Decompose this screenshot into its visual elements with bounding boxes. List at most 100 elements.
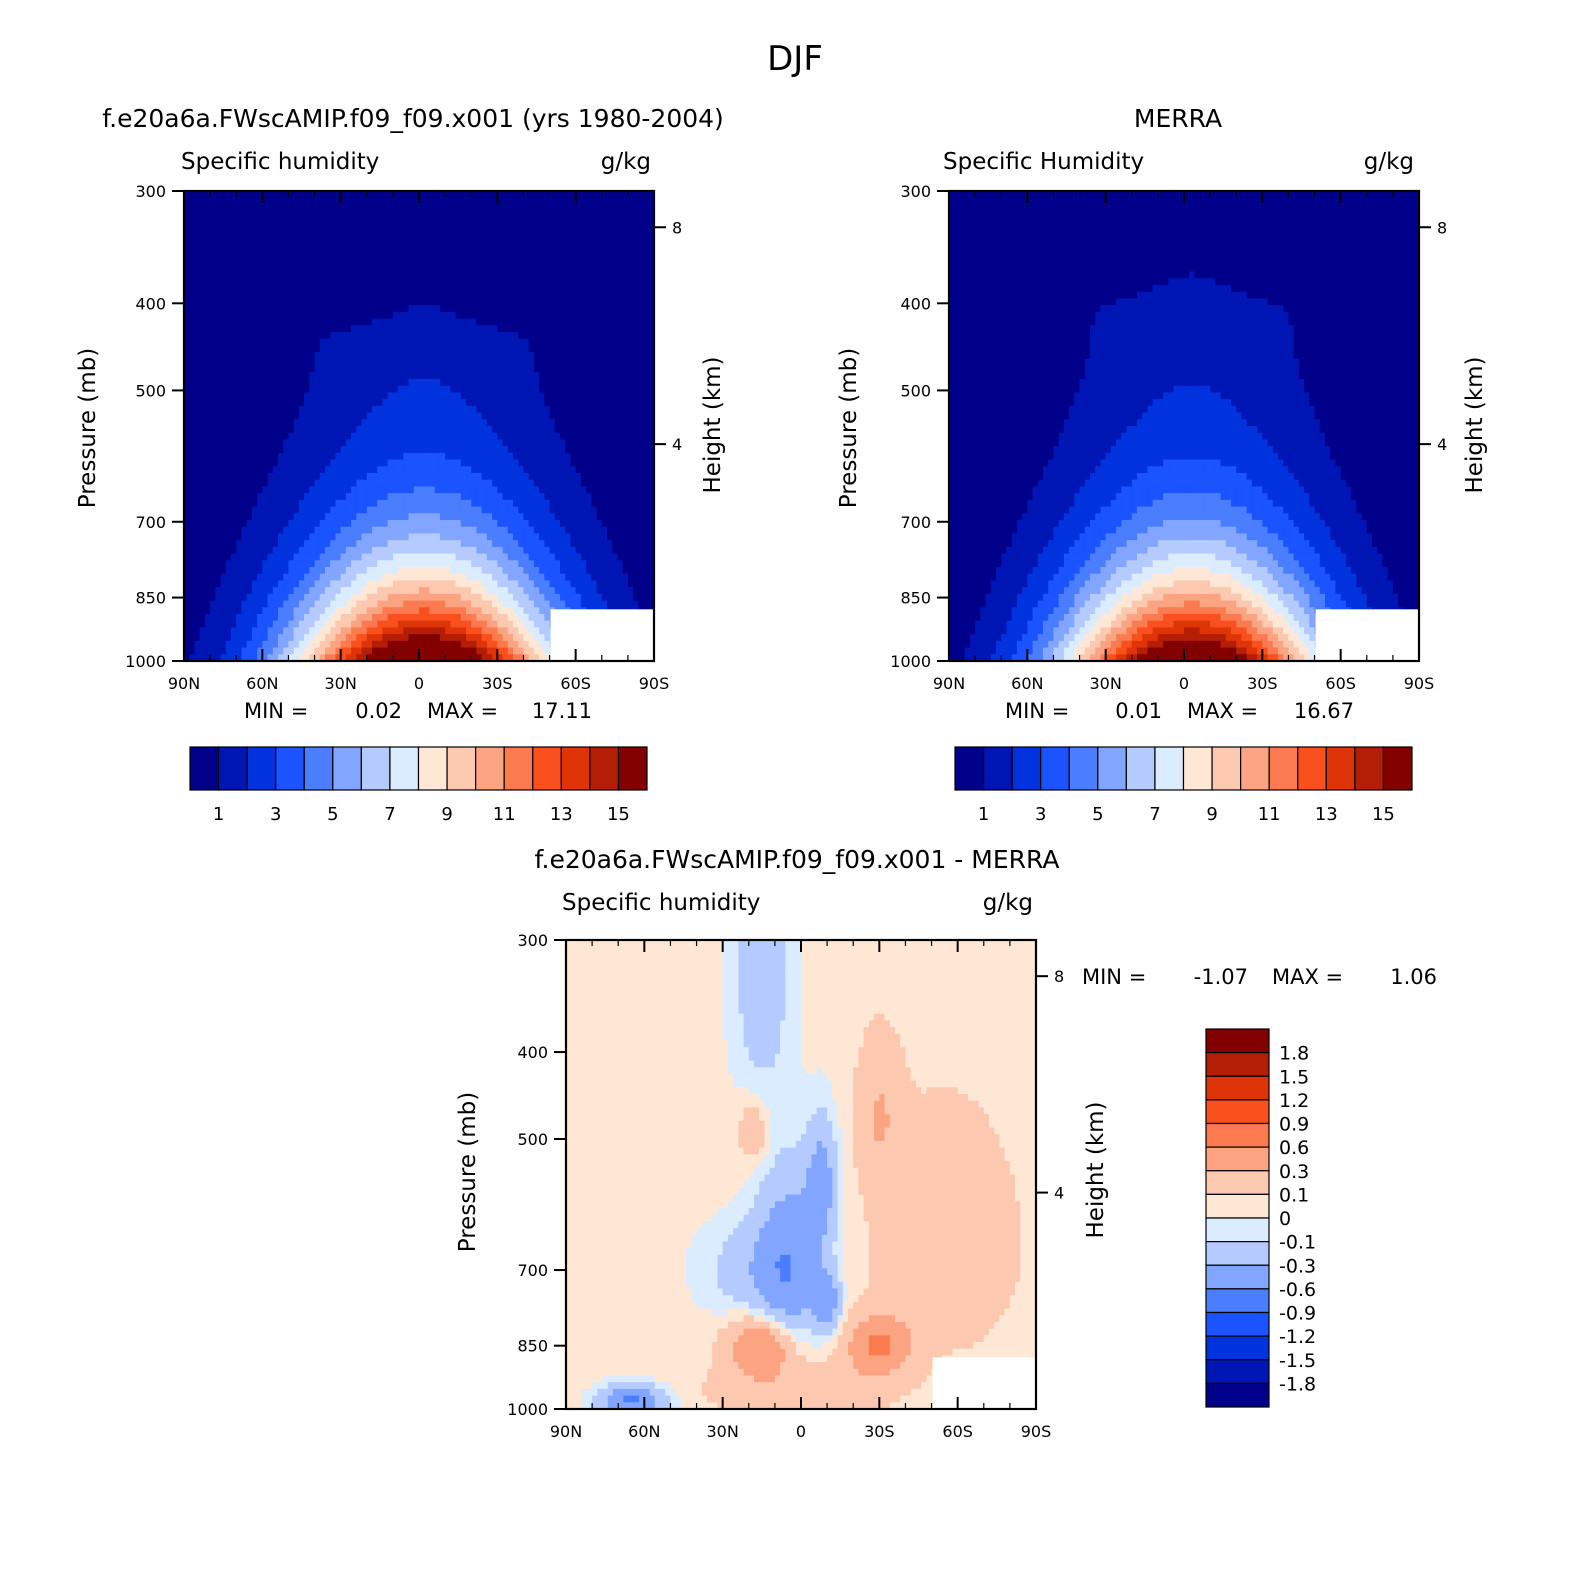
field-cell — [367, 473, 373, 480]
field-cell — [309, 231, 315, 238]
field-cell — [320, 258, 326, 265]
field-cell — [215, 419, 221, 426]
field-cell — [409, 339, 415, 346]
field-cell — [194, 265, 200, 272]
field-cell — [529, 392, 535, 399]
field-cell — [226, 413, 232, 420]
field-cell — [523, 298, 529, 305]
field-cell — [382, 480, 388, 487]
field-cell — [544, 251, 550, 258]
field-cell — [294, 460, 300, 467]
field-cell — [388, 292, 394, 299]
field-cell — [565, 298, 571, 305]
field-cell — [226, 366, 232, 373]
field-cell — [487, 419, 493, 426]
field-cell — [325, 305, 331, 312]
field-cell — [388, 392, 394, 399]
field-cell — [445, 493, 451, 500]
field-cell — [309, 258, 315, 265]
field-cell — [398, 245, 404, 252]
field-cell — [560, 399, 566, 406]
field-cell — [288, 272, 294, 279]
field-cell — [482, 554, 488, 561]
field-cell — [382, 433, 388, 440]
field-cell — [440, 547, 446, 554]
field-cell — [236, 325, 242, 332]
field-cell — [377, 513, 383, 520]
field-cell — [273, 198, 279, 205]
field-cell — [356, 486, 362, 493]
field-cell — [409, 493, 415, 500]
field-cell — [550, 231, 556, 238]
field-cell — [210, 426, 216, 433]
field-cell — [409, 533, 415, 540]
field-cell — [221, 265, 227, 272]
field-cell — [612, 298, 618, 305]
field-cell — [330, 372, 336, 379]
field-cell — [628, 446, 634, 453]
field-cell — [393, 386, 399, 393]
field-cell — [550, 500, 556, 507]
field-cell — [205, 366, 211, 373]
field-cell — [429, 493, 435, 500]
field-cell — [221, 439, 227, 446]
field-cell — [628, 533, 634, 540]
field-cell — [638, 527, 644, 534]
field-cell — [565, 245, 571, 252]
field-cell — [257, 500, 263, 507]
field-cell — [335, 554, 341, 561]
field-cell — [424, 198, 430, 205]
field-cell — [356, 379, 362, 386]
field-cell — [320, 251, 326, 258]
field-cell — [424, 439, 430, 446]
field-cell — [393, 426, 399, 433]
field-cell — [189, 386, 195, 393]
field-cell — [388, 379, 394, 386]
field-cell — [607, 500, 613, 507]
field-cell — [346, 272, 352, 279]
field-cell — [403, 272, 409, 279]
field-cell — [346, 285, 352, 292]
field-cell — [299, 272, 305, 279]
field-cell — [231, 359, 237, 366]
field-cell — [628, 298, 634, 305]
field-cell — [283, 560, 289, 567]
field-cell — [304, 245, 310, 252]
field-cell — [377, 325, 383, 332]
field-cell — [581, 533, 587, 540]
field-cell — [351, 540, 357, 547]
field-cell — [419, 439, 425, 446]
field-cell — [362, 540, 368, 547]
field-cell — [513, 540, 519, 547]
field-cell — [644, 218, 650, 225]
field-cell — [215, 258, 221, 265]
field-cell — [268, 446, 274, 453]
field-cell — [591, 225, 597, 232]
field-cell — [597, 392, 603, 399]
field-cell — [456, 345, 462, 352]
field-cell — [273, 520, 279, 527]
field-cell — [461, 258, 467, 265]
field-cell — [523, 446, 529, 453]
field-cell — [440, 352, 446, 359]
field-cell — [226, 278, 232, 285]
field-cell — [273, 272, 279, 279]
field-cell — [497, 312, 503, 319]
field-cell — [612, 547, 618, 554]
field-cell — [241, 339, 247, 346]
field-cell — [288, 507, 294, 514]
field-cell — [377, 366, 383, 373]
field-cell — [560, 527, 566, 534]
field-cell — [435, 446, 441, 453]
field-cell — [294, 265, 300, 272]
field-cell — [419, 540, 425, 547]
field-cell — [633, 426, 639, 433]
field-cell — [247, 345, 253, 352]
field-cell — [497, 392, 503, 399]
field-cell — [456, 554, 462, 561]
field-cell — [529, 278, 535, 285]
field-cell — [200, 312, 206, 319]
field-cell — [445, 446, 451, 453]
field-cell — [351, 225, 357, 232]
field-cell — [403, 466, 409, 473]
